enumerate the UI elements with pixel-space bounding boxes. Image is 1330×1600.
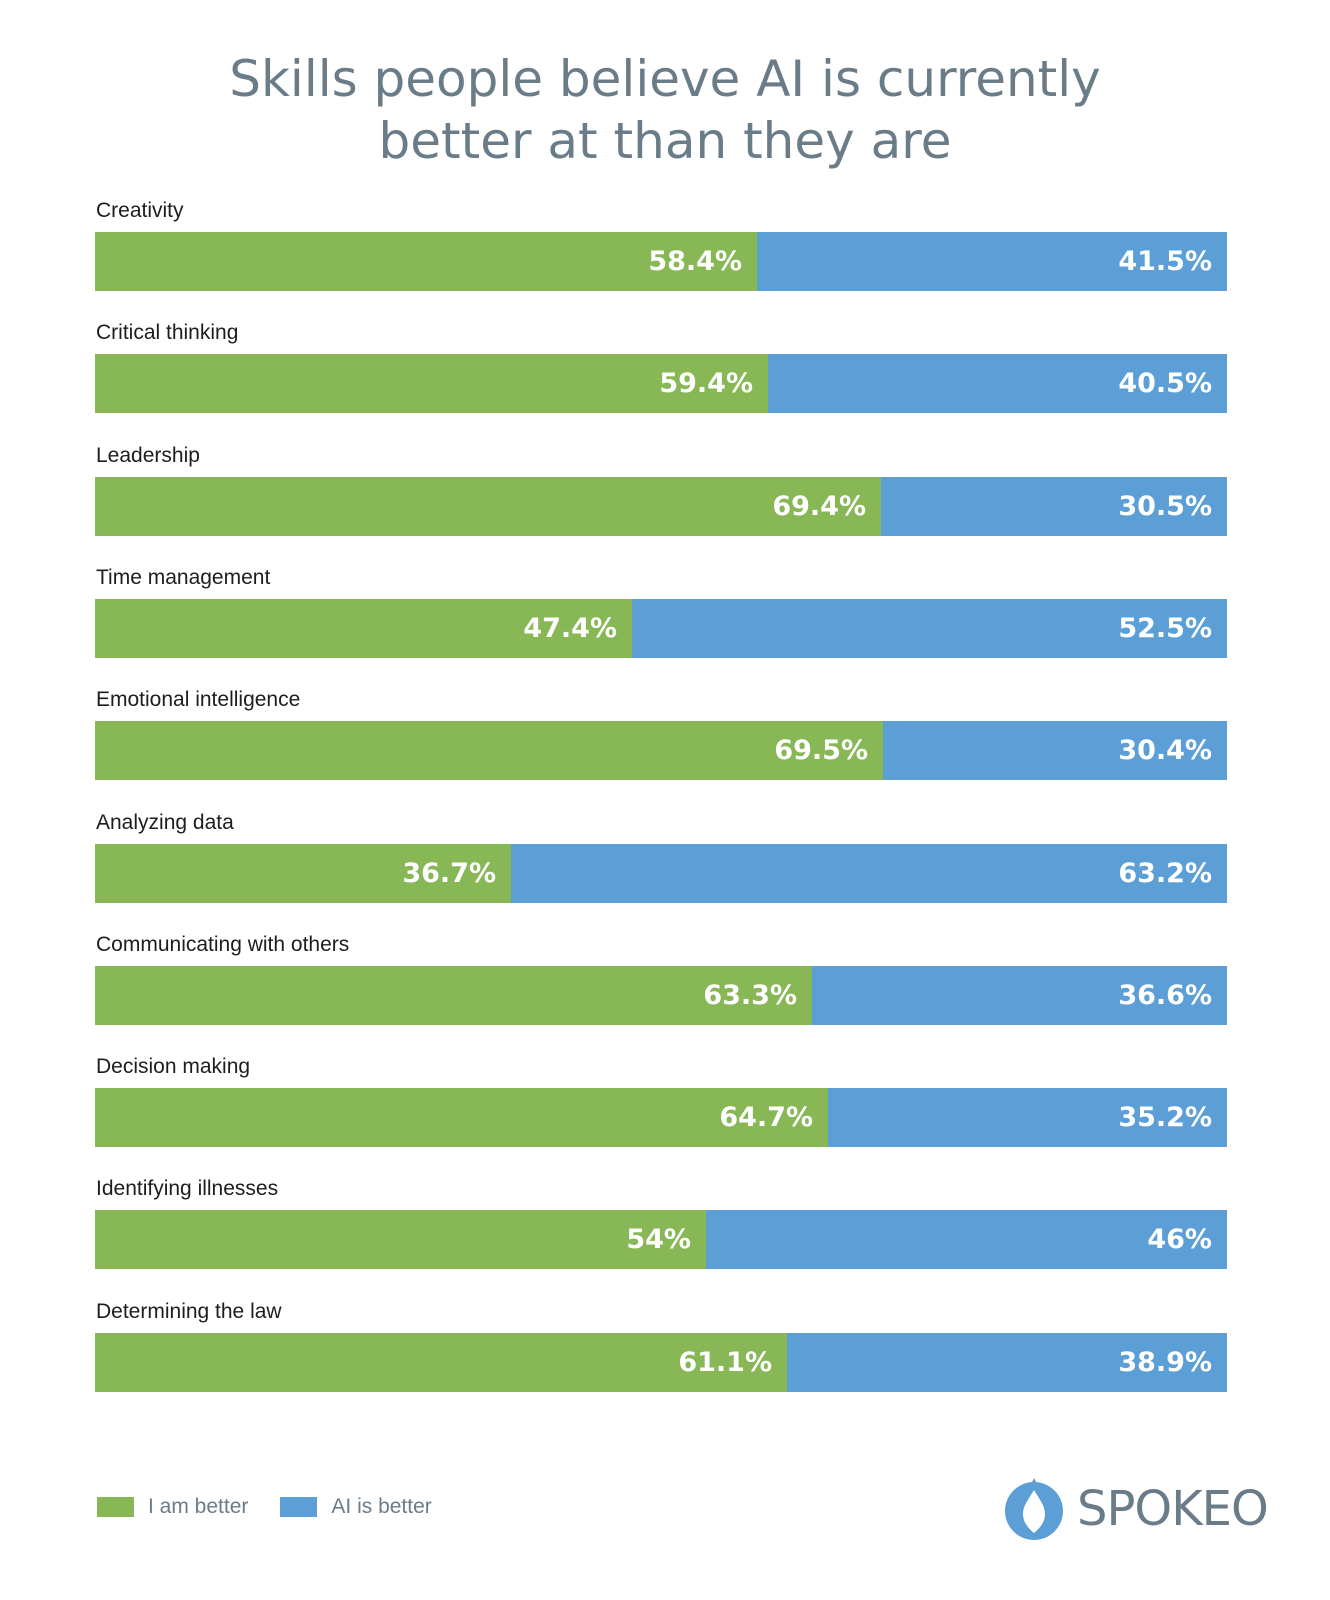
data-label-ai-is-better: 35.2% — [1118, 1102, 1212, 1134]
data-label-ai-is-better: 30.4% — [1118, 735, 1212, 767]
stacked-bar: 64.7% 35.2% — [95, 1088, 1227, 1148]
bar-row: Creativity 58.4% 41.5% — [95, 198, 1227, 323]
data-label-ai-is-better: 63.2% — [1118, 857, 1212, 889]
bar-segment-i-am-better: 47.4% — [95, 598, 632, 658]
data-label-i-am-better: 47.4% — [523, 612, 617, 644]
bar-segment-i-am-better: 61.1% — [95, 1332, 787, 1392]
data-label-i-am-better: 61.1% — [678, 1346, 772, 1378]
legend-swatch-i-am-better — [97, 1497, 134, 1517]
category-label: Identifying illnesses — [96, 1177, 279, 1201]
legend-swatch-ai-is-better — [280, 1497, 318, 1517]
bar-row: Leadership 69.4% 30.5% — [95, 443, 1227, 568]
data-label-ai-is-better: 52.5% — [1118, 612, 1212, 644]
data-label-i-am-better: 69.5% — [774, 735, 868, 767]
legend-item-ai-is-better: AI is better — [280, 1495, 432, 1519]
legend-item-i-am-better: I am better — [97, 1495, 248, 1519]
bar-segment-ai-is-better: 52.5% — [632, 598, 1227, 658]
data-label-i-am-better: 63.3% — [703, 979, 797, 1011]
spokeo-wordmark: SPOKEO — [1077, 1481, 1269, 1537]
bar-segment-ai-is-better: 30.5% — [881, 476, 1227, 536]
category-label: Emotional intelligence — [96, 688, 301, 712]
bar-row: Analyzing data 36.7% 63.2% — [95, 810, 1227, 935]
data-label-i-am-better: 69.4% — [772, 490, 866, 522]
chart-title-line-1: Skills people believe AI is currently — [229, 50, 1101, 108]
chart-title-line-2: better at than they are — [378, 112, 952, 170]
category-label: Critical thinking — [96, 321, 239, 345]
bar-segment-ai-is-better: 38.9% — [787, 1332, 1227, 1392]
category-label: Time management — [96, 565, 271, 589]
bar-segment-ai-is-better: 63.2% — [511, 843, 1227, 903]
bar-segment-ai-is-better: 36.6% — [812, 965, 1227, 1025]
bar-segment-ai-is-better: 41.5% — [757, 232, 1227, 291]
category-label: Determining the law — [96, 1299, 282, 1323]
data-label-ai-is-better: 38.9% — [1118, 1346, 1212, 1378]
legend: I am better AI is better — [97, 1495, 464, 1519]
bar-segment-ai-is-better: 46% — [706, 1210, 1227, 1270]
bar-row: Identifying illnesses 54% 46% — [95, 1176, 1227, 1301]
data-label-ai-is-better: 30.5% — [1118, 490, 1212, 522]
data-label-ai-is-better: 41.5% — [1118, 246, 1212, 277]
bar-row: Critical thinking 59.4% 40.5% — [95, 320, 1227, 445]
legend-label-i-am-better: I am better — [148, 1495, 249, 1518]
bar-segment-i-am-better: 64.7% — [95, 1088, 828, 1148]
bar-row: Determining the law 61.1% 38.9% — [95, 1299, 1227, 1424]
data-label-ai-is-better: 46% — [1147, 1224, 1212, 1256]
bar-segment-i-am-better: 58.4% — [95, 232, 757, 291]
stacked-bar: 47.4% 52.5% — [95, 598, 1227, 658]
data-label-i-am-better: 54% — [626, 1224, 691, 1256]
stacked-bar: 61.1% 38.9% — [95, 1332, 1227, 1392]
stacked-bar: 58.4% 41.5% — [95, 232, 1227, 291]
bar-segment-i-am-better: 36.7% — [95, 843, 511, 903]
category-label: Leadership — [96, 443, 200, 467]
bar-row: Communicating with others 63.3% 36.6% — [95, 932, 1227, 1057]
bar-row: Time management 47.4% 52.5% — [95, 565, 1227, 690]
chart-title: Skills people believe AI is currently be… — [0, 48, 1330, 172]
bar-segment-ai-is-better: 40.5% — [768, 354, 1227, 414]
spokeo-drop-icon — [1005, 1478, 1063, 1540]
bar-segment-ai-is-better: 35.2% — [828, 1088, 1227, 1148]
bar-segment-i-am-better: 69.4% — [95, 476, 881, 536]
bar-segment-i-am-better: 59.4% — [95, 354, 768, 414]
category-label: Creativity — [96, 199, 184, 222]
bar-row: Decision making 64.7% 35.2% — [95, 1054, 1227, 1179]
stacked-bar: 69.4% 30.5% — [95, 476, 1227, 536]
data-label-i-am-better: 64.7% — [719, 1102, 813, 1134]
data-label-i-am-better: 58.4% — [648, 246, 742, 277]
stacked-bar: 59.4% 40.5% — [95, 354, 1227, 414]
legend-label-ai-is-better: AI is better — [331, 1495, 432, 1518]
category-label: Decision making — [96, 1055, 251, 1079]
bar-segment-i-am-better: 63.3% — [95, 965, 812, 1025]
bar-segment-i-am-better: 69.5% — [95, 721, 883, 781]
stacked-bar: 54% 46% — [95, 1210, 1227, 1270]
data-label-ai-is-better: 40.5% — [1118, 368, 1212, 400]
spokeo-logo: SPOKEO — [1003, 1476, 1269, 1542]
category-label: Communicating with others — [96, 932, 350, 956]
stacked-bar: 63.3% 36.6% — [95, 965, 1227, 1025]
data-label-i-am-better: 59.4% — [659, 368, 753, 400]
category-label: Analyzing data — [96, 810, 234, 834]
bar-row: Emotional intelligence 69.5% 30.4% — [95, 687, 1227, 812]
stacked-bar: 36.7% 63.2% — [95, 843, 1227, 903]
stacked-bar: 69.5% 30.4% — [95, 721, 1227, 781]
bar-segment-ai-is-better: 30.4% — [883, 721, 1227, 781]
bar-segment-i-am-better: 54% — [95, 1210, 706, 1270]
data-label-ai-is-better: 36.6% — [1118, 979, 1212, 1011]
data-label-i-am-better: 36.7% — [402, 857, 496, 889]
